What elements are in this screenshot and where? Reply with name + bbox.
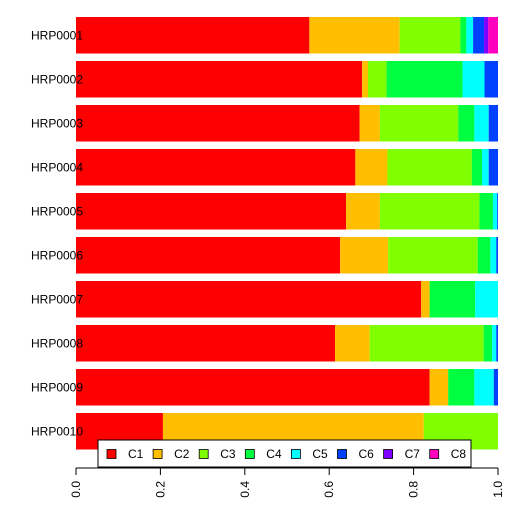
bar-segment-hrp0003-c1 [76,105,360,142]
bar-segment-hrp0002-c5 [462,61,485,98]
bars-layer [76,17,498,450]
legend-swatch-c8 [429,449,440,459]
bar-segment-hrp0002-c6 [484,61,498,98]
bar-segment-hrp0002-c4 [386,61,463,98]
legend-label-c8: C8 [451,447,467,461]
bar-segment-hrp0005-c1 [76,193,347,230]
bar-segment-hrp0009-c6 [493,369,498,406]
bar-segment-hrp0008-c4 [483,325,493,362]
bar-segment-hrp0006-c3 [388,237,478,274]
bar-segment-hrp0001-c3 [399,17,461,54]
bar-segment-hrp0001-c2 [309,17,400,54]
legend: C1 C2 C3 C4 C5 C6 C7 C8 [97,439,472,468]
x-tick-label: 0.6 [322,481,336,498]
x-tick-label: 0.4 [238,481,252,498]
category-label: HRP0009 [31,380,83,394]
bar-segment-hrp0001-c8 [488,17,498,54]
bar-segment-hrp0008-c3 [369,325,484,362]
legend-swatch-c2 [152,449,163,459]
bar-segment-hrp0003-c6 [488,105,498,142]
x-tick-label: 0.0 [69,481,83,498]
bar-segment-hrp0009-c1 [76,369,430,406]
bar-segment-hrp0005-c6 [497,193,498,230]
category-label: HRP0004 [31,160,83,174]
legend-label-c2: C2 [174,447,190,461]
bar-segment-hrp0003-c4 [458,105,475,142]
legend-swatch-c6 [337,449,347,459]
bar-segment-hrp0005-c2 [346,193,380,230]
x-tick-label: 0.8 [407,481,421,498]
legend-label-c6: C6 [359,447,375,461]
category-label: HRP0010 [31,424,83,438]
bar-segment-hrp0008-c6 [496,325,498,362]
bar-segment-hrp0007-c2 [421,281,430,318]
bar-segment-hrp0008-c1 [76,325,336,362]
bar-segment-hrp0004-c6 [488,149,498,186]
bar-segment-hrp0003-c5 [474,105,489,142]
category-label: HRP0007 [31,292,83,306]
bar-segment-hrp0006-c1 [76,237,341,274]
bar-segment-hrp0007-c4 [429,281,476,318]
bar-segment-hrp0004-c4 [471,149,482,186]
category-label: HRP0006 [31,248,83,262]
legend-label-c3: C3 [220,447,236,461]
x-tick-label: 1.0 [491,481,505,498]
legend-swatch-c4 [244,449,255,459]
bar-segment-hrp0004-c1 [76,149,356,186]
bar-segment-hrp0004-c2 [355,149,388,186]
x-axis: 0.0 0.2 0.4 0.6 0.8 1.0 [69,467,505,498]
bar-segment-hrp0006-c6 [496,237,498,274]
bar-segment-hrp0005-c4 [479,193,493,230]
category-label: HRP0001 [31,28,83,42]
bar-segment-hrp0006-c2 [340,237,389,274]
bar-segment-hrp0004-c5 [481,149,489,186]
legend-swatch-c3 [198,449,209,459]
bar-segment-hrp0002-c2 [362,61,369,98]
bar-segment-hrp0003-c2 [359,105,380,142]
bar-segment-hrp0004-c3 [387,149,472,186]
bar-segment-hrp0008-c5 [492,325,497,362]
bar-segment-hrp0006-c5 [490,237,497,274]
bar-segment-hrp0001-c5 [466,17,474,54]
legend-label-c4: C4 [266,447,282,461]
bar-segment-hrp0001-c4 [460,17,467,54]
legend-swatch-c1 [106,449,117,459]
bar-segment-hrp0009-c2 [429,369,449,406]
bar-segment-hrp0001-c7 [484,17,489,54]
legend-swatch-c5 [290,449,301,459]
legend-label-c5: C5 [312,447,328,461]
bar-segment-hrp0009-c4 [448,369,475,406]
bar-segment-hrp0006-c4 [477,237,491,274]
bar-segment-hrp0005-c5 [492,193,498,230]
category-label: HRP0008 [31,336,83,350]
legend-label-c1: C1 [128,447,144,461]
category-label: HRP0002 [31,72,83,86]
category-labels: HRP0001 HRP0002 HRP0003 HRP0004 HRP0005 HRP00… [31,28,83,438]
x-tick-label: 0.2 [153,481,167,498]
bar-segment-hrp0002-c3 [368,61,387,98]
bar-segment-hrp0008-c2 [335,325,370,362]
category-label: HRP0003 [31,116,83,130]
bar-segment-hrp0007-c1 [76,281,422,318]
bar-segment-hrp0002-c1 [76,61,363,98]
bar-segment-hrp0001-c1 [76,17,310,54]
category-label: HRP0005 [31,204,83,218]
legend-swatch-c7 [383,449,394,459]
legend-label-c7: C7 [405,447,421,461]
bar-segment-hrp0003-c3 [379,105,459,142]
bar-segment-hrp0005-c3 [379,193,480,230]
bar-segment-hrp0001-c6 [473,17,485,54]
bar-segment-hrp0007-c5 [475,281,498,318]
bar-segment-hrp0009-c5 [474,369,494,406]
